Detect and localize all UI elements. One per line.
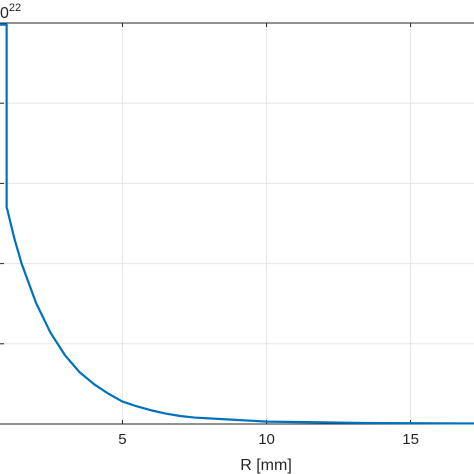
exponent-label-power: 22 — [9, 2, 21, 14]
x-tick-label: 15 — [402, 431, 419, 448]
exponent-label: 022 — [0, 2, 21, 22]
exponent-label-base: 0 — [0, 5, 9, 22]
series-layer — [0, 23, 474, 425]
label-layer: 022 R [mm] — [0, 2, 292, 474]
x-tick-label: 10 — [258, 431, 275, 448]
series-line — [0, 23, 474, 425]
x-axis-label: R [mm] — [240, 457, 292, 474]
x-tick-label: 5 — [118, 431, 126, 448]
axis-layer: 5 10 15 — [0, 22, 474, 448]
grid-layer — [0, 22, 474, 424]
